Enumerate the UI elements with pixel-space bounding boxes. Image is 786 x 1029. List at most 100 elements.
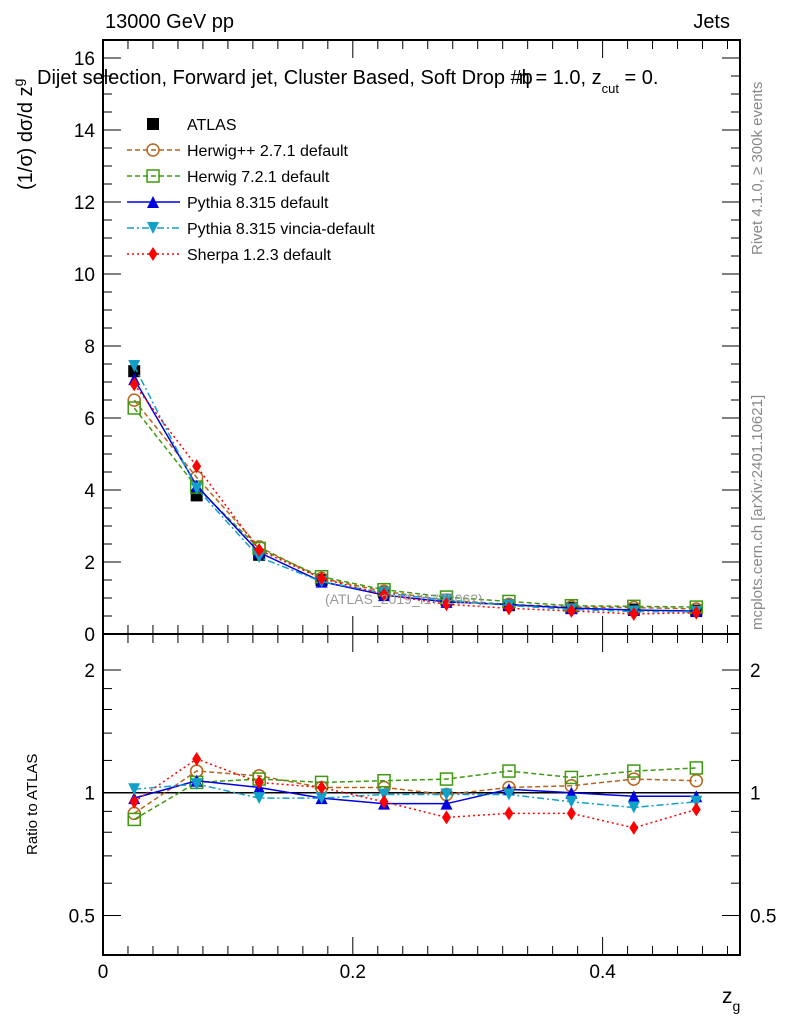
legend: ATLAS Herwig++ 2.7.1 default Herwig 7.2.1 … xyxy=(127,117,375,264)
y-tick-label: 12 xyxy=(74,193,95,214)
legend-label: Pythia 8.315 default xyxy=(187,195,329,212)
ratio-tick-label-right: 1 xyxy=(750,784,761,805)
ratio-point xyxy=(565,795,578,808)
series-line xyxy=(133,383,697,615)
ratio-point xyxy=(440,788,453,801)
ratio-series-herwig-7-2-1-default xyxy=(127,761,704,827)
ratio-line xyxy=(134,779,697,805)
ratio-series-pythia-8-315-vincia-default xyxy=(128,778,703,814)
ratio-point xyxy=(689,773,704,788)
ratio-point xyxy=(377,773,391,788)
series-point xyxy=(254,543,264,558)
series-line xyxy=(133,407,697,608)
series-pythia-8-315-default xyxy=(128,373,703,618)
ratio-point xyxy=(253,792,266,805)
series-point xyxy=(190,482,203,495)
series-line xyxy=(133,378,697,612)
legend-marker xyxy=(146,143,160,157)
legend-label: Sherpa 1.2.3 default xyxy=(187,247,332,264)
ratio-line xyxy=(133,770,697,814)
ratio-point xyxy=(627,764,641,778)
series-point xyxy=(441,597,451,612)
ratio-point xyxy=(627,801,640,814)
ratio-frame xyxy=(102,633,741,956)
ratio-point xyxy=(691,802,701,817)
ratio-point xyxy=(564,770,579,785)
ratio-tick-label: 1 xyxy=(84,784,95,805)
ratio-point xyxy=(689,761,704,775)
series-point xyxy=(192,459,202,474)
y-tick-label: 14 xyxy=(74,121,96,142)
plot-title: Dijet selection, Forward jet, Cluster Ba… xyxy=(37,67,658,96)
y-tick-label: 4 xyxy=(84,481,95,502)
y-tick-label: 8 xyxy=(84,337,95,358)
series-point xyxy=(629,606,639,621)
ratio-point xyxy=(317,780,327,795)
series-point xyxy=(127,393,141,407)
x-axis-label: zg xyxy=(722,985,740,1014)
ratio-point xyxy=(127,812,141,827)
ratio-point xyxy=(502,788,515,801)
ratio-y-axis-label: Ratio to ATLAS xyxy=(24,754,41,855)
x-tick-label: 0.2 xyxy=(340,962,366,983)
ratio-line xyxy=(133,758,697,829)
ratio-point xyxy=(192,751,202,766)
series-point xyxy=(691,605,701,620)
series-point xyxy=(379,587,389,602)
series-point xyxy=(566,603,576,618)
ratio-point xyxy=(440,797,453,810)
ratio-tick-label-right: 2 xyxy=(750,661,761,682)
x-tick-label: 0.4 xyxy=(589,962,616,983)
series-point xyxy=(253,551,266,564)
series-line xyxy=(133,365,697,613)
ratio-point xyxy=(439,772,454,786)
side-label-mcplots: mcplots.cern.ch [arXiv:2401.10621] xyxy=(749,395,766,630)
y-tick-label: 16 xyxy=(74,49,95,70)
ratio-point xyxy=(315,792,328,805)
header-left: 13000 GeV pp xyxy=(105,11,234,33)
legend-label: Herwig 7.2.1 default xyxy=(187,169,330,186)
series-line xyxy=(133,399,697,610)
ratio-point xyxy=(128,783,141,796)
legend-label: Pythia 8.315 vincia-default xyxy=(187,221,375,238)
ratio-point xyxy=(690,795,703,808)
ratio-point xyxy=(627,772,641,786)
legend-label: Herwig++ 2.7.1 default xyxy=(187,143,349,160)
series-herwig-7-2-1-default xyxy=(127,401,704,614)
ratio-point xyxy=(190,778,203,791)
x-tick-label: 0 xyxy=(98,962,109,983)
ratio-point xyxy=(566,806,576,821)
side-label-rivet: Rivet 4.1.0, ≥ 300k events xyxy=(749,82,766,255)
legend-marker xyxy=(147,196,159,208)
series-point xyxy=(128,359,141,372)
series-point xyxy=(504,601,514,616)
ratio-plot: 0 0.2 0.4 0.5 0.5 1 1 2 2 xyxy=(69,633,776,983)
y-tick-label: 0 xyxy=(84,625,95,646)
ratio-point xyxy=(129,794,139,809)
ratio-point xyxy=(502,764,516,778)
ratio-series-sherpa-1-2-3-default xyxy=(129,751,701,835)
series-sherpa-1-2-3-default xyxy=(129,377,701,621)
ratio-point xyxy=(504,806,514,821)
series-point xyxy=(317,571,327,586)
ratio-point xyxy=(379,794,389,809)
watermark: (ATLAS_2019_I1772062) xyxy=(325,591,483,607)
ratio-line xyxy=(134,783,697,809)
y-tick-label: 2 xyxy=(84,553,95,574)
series-point xyxy=(129,377,139,392)
series-point xyxy=(127,401,141,415)
ratio-point xyxy=(629,820,639,835)
ratio-tick-label: 0.5 xyxy=(69,906,95,927)
ratio-line xyxy=(133,767,697,821)
ratio-point xyxy=(565,786,578,799)
ratio-point xyxy=(254,775,264,790)
legend-marker xyxy=(146,169,160,183)
legend-marker xyxy=(147,222,159,234)
ratio-point xyxy=(441,810,451,825)
ratio-tick-label: 2 xyxy=(84,661,95,682)
ratio-tick-label-right: 0.5 xyxy=(750,906,776,927)
legend-marker xyxy=(147,118,159,130)
y-axis-label: (1/σ) dσ/d zg xyxy=(10,79,37,190)
